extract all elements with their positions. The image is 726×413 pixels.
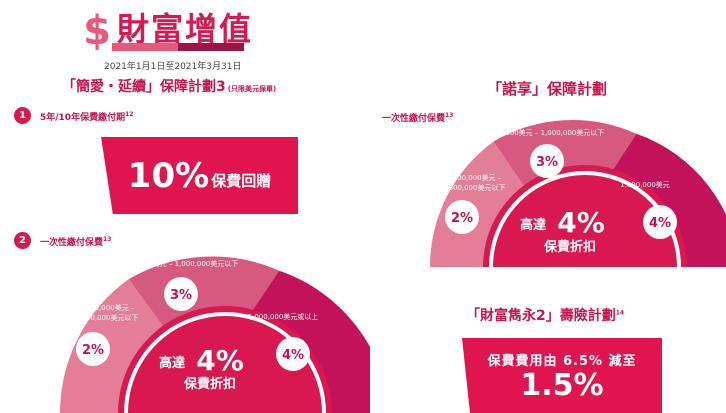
right-center-prefix: 高達 bbox=[520, 217, 546, 233]
option-1-label-sup: 12 bbox=[125, 111, 134, 118]
right-tier2-range: 600,000美元 – 1,000,000美元以下 bbox=[490, 128, 605, 137]
left-center-sub: 保費折扣 bbox=[183, 376, 236, 392]
option-2-number: 2 bbox=[14, 232, 31, 249]
right-center-big: 4% bbox=[557, 206, 605, 239]
premium-charge-box: 保費費用由 6.5% 減至 1.5% bbox=[462, 338, 662, 413]
left-tier1-range-1: 300,000美元 – bbox=[86, 303, 135, 312]
left-plan-title-note: (只限美元保單) bbox=[227, 85, 277, 93]
left-fan-center bbox=[118, 306, 332, 413]
right-tier3-badge bbox=[643, 205, 677, 239]
right-plan-2-title-text: 「財富雋永2」壽險計劃 bbox=[466, 308, 616, 324]
right-center-sub: 保費折扣 bbox=[543, 239, 596, 255]
right-plan-1-title: 「諾享」保障計劃 bbox=[487, 80, 608, 98]
left-plan-title: 「簡愛・延續」保障計劃3 (只限美元保單) bbox=[62, 76, 276, 96]
right-plan-1-label-sup: 13 bbox=[445, 112, 454, 119]
right-tier3-rate: 4% bbox=[649, 216, 671, 231]
left-plan-title-text: 「簡愛・延續」保障計劃3 bbox=[62, 79, 226, 95]
right-tier1-badge bbox=[445, 200, 479, 234]
left-tier1-rate: 2% bbox=[82, 343, 104, 358]
premium-rebate-box: 10% 保費回贈 bbox=[101, 137, 298, 214]
left-tier3-range: 1,000,000美元或以上 bbox=[248, 312, 319, 321]
left-discount-fan: 300,000美元 – 600,000美元以下 2% 600,000美元 – 1… bbox=[60, 256, 370, 413]
left-tier3-rate: 4% bbox=[282, 348, 304, 363]
left-center-big: 4% bbox=[196, 344, 244, 377]
left-tier2-range: 600,000美元 – 1,000,000美元以下 bbox=[124, 259, 239, 268]
title-underline bbox=[112, 43, 244, 51]
svg-text:$: $ bbox=[84, 8, 110, 52]
option-2-label: 一次性繳付保費13 bbox=[40, 235, 111, 248]
premium-charge-line1: 保費費用由 6.5% 減至 bbox=[487, 353, 637, 369]
date-range: 2021年1月1日至2021年3月31日 bbox=[104, 62, 242, 72]
right-tier2-badge bbox=[530, 144, 564, 178]
right-plan-2-title-sup: 14 bbox=[615, 309, 625, 317]
right-tier1-range-1: 300,000美元 – bbox=[453, 173, 502, 182]
left-tier1-range-2: 600,000美元以下 bbox=[82, 313, 139, 322]
option-1-label-text: 5年/10年保費繳付期 bbox=[40, 113, 126, 123]
right-tier1-rate: 2% bbox=[451, 211, 473, 226]
right-plan-2-title: 「財富雋永2」壽險計劃14 bbox=[466, 305, 624, 325]
left-tier2-badge bbox=[164, 277, 198, 311]
left-tier3-badge bbox=[276, 337, 310, 371]
rebate-percent: 10% bbox=[127, 155, 210, 196]
right-plan-1-label-text: 一次性繳付保費 bbox=[382, 114, 446, 124]
right-tier2-rate: 3% bbox=[536, 155, 558, 170]
right-tier1-range-2: 600,000美元以下 bbox=[449, 183, 506, 192]
right-plan-1-label: 一次性繳付保費13 bbox=[382, 111, 453, 124]
option-1-label: 5年/10年保費繳付期12 bbox=[40, 110, 133, 123]
option-2-label-sup: 13 bbox=[103, 236, 112, 243]
premium-charge-rate: 1.5% bbox=[520, 367, 604, 403]
page-title: 財富增值 bbox=[117, 10, 254, 48]
right-fan-center bbox=[483, 165, 687, 267]
left-center-prefix: 高達 bbox=[159, 355, 185, 371]
option-2-label-text: 一次性繳付保費 bbox=[40, 238, 104, 248]
option-1-number: 1 bbox=[14, 107, 31, 124]
right-discount-fan: 300,000美元 – 600,000美元以下 2% 600,000美元 – 1… bbox=[429, 119, 726, 267]
right-tier3-range: 1,000,000美元 bbox=[620, 180, 670, 189]
left-tier1-badge bbox=[76, 332, 110, 366]
dollar-icon: $ bbox=[84, 8, 110, 52]
rebate-label: 保費回贈 bbox=[211, 172, 272, 190]
left-tier2-rate: 3% bbox=[170, 288, 192, 303]
